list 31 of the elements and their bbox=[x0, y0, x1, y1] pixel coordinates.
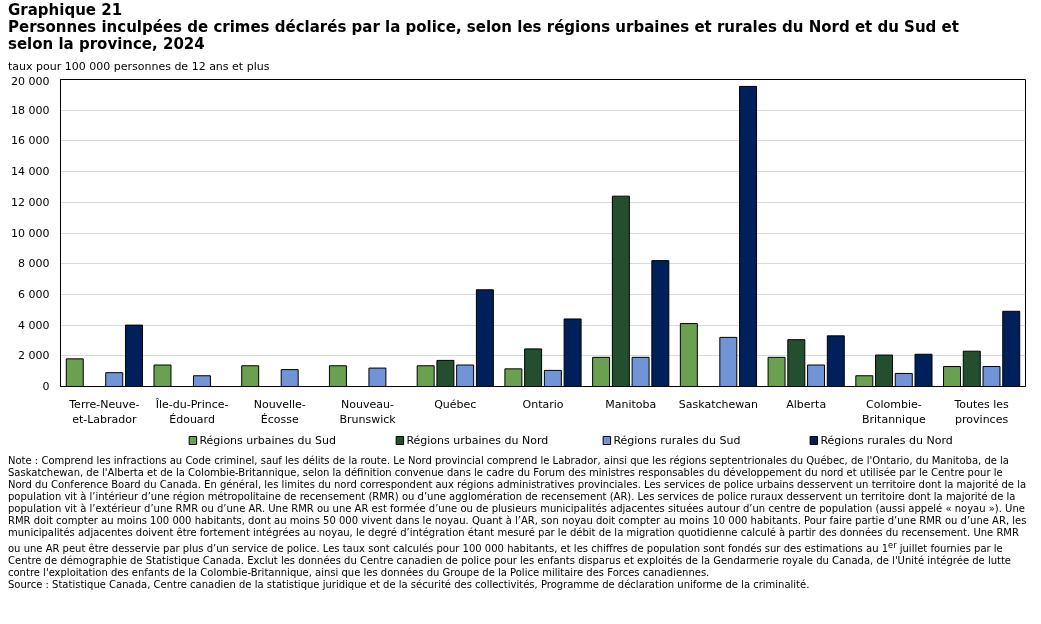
x-tick-label: Nouvelle-Écosse bbox=[253, 397, 306, 427]
y-tick-label: 18 000 bbox=[11, 103, 50, 117]
legend-label: Régions rurales du Sud bbox=[613, 434, 741, 447]
y-tick-label: 8 000 bbox=[18, 257, 50, 271]
chart-title: Graphique 21 bbox=[8, 1, 124, 19]
chart-subtitle: Personnes inculpées de crimes déclarés par la police, selon les régions urbaines et rurales du Nord et du Sud et selon la province, 2024 bbox=[8, 18, 960, 53]
y-tick-label: 20 000 bbox=[11, 74, 50, 88]
y-tick-label: 0 bbox=[42, 380, 50, 393]
text: Note : Comprend les infractions au Code criminel, sauf les délits de la route. Le Nord provincial comprend le Labrador, ainsi que les régions septentrionales du Québec, de l'Ontario, du Manitoba, de la Saskatchewan, de l'Alberta et de la Colombie-Britannique, selon la définition convenue dans le cadre du Forum des ministres responsables du développement du nord et utilisée par le Centre pour le Nord du Conference Board du Canada. En général, les limites du nord correspondent aux régions administratives provinciales. Les services de police urbains desservent un territoire dont la majorité de la population vit à l’intérieur d’une région métropolitaine de recensement (RMR) ou d’une agglomération de recensement (AR). Les services de police ruraux desservent un territoire dont la majorité de la population vit à l’extérieur d’une RMR ou d’une AR. Une RMR ou une AR est formée d’une ou de plusieurs municipalités adjacentes situées autour d’un centre de population (aussi appelé « noyau »). Une RMR doit compter au moins 100 000 habitants, dont au moins 50 000 vivent dans le noyau. Quant à l’AR, son noyau doit compter au moins 10 000 habitants. Pour faire partie d’une RMR ou d’une AR, les municipalités adjacentes doivent être fortement intégrées au noyau, le degré d’intégration étant mesuré par le débit de la migration quotidienne calculé à partir des données du recensement. Une RMR ou une AR peut être desservie par plus d’un service de police. Les taux sont calculés pour 100 000 habitants, et les chiffres de population sont fondés sur des estimations au 1$^{er}$ juillet fournies par le Centre de démographie de Statistique Canada. Exclut les données du Centre canadien de police pour les enfants disparus et exploités de la Gendarmerie royale du Canada, de l'Unité intégrée de lutte contre l'exploitation des enfants de la Colombie-Britannique, ainsi que les données du Groupe de la Police militaire des Forces canadiennes. bbox=[8, 455, 1027, 579]
y-tick-label: 4 000 bbox=[18, 318, 50, 332]
y-axis-title: taux pour 100 000 personnes de 12 ans et plus bbox=[8, 59, 270, 75]
x-tick-label: Québec bbox=[434, 397, 477, 411]
x-tick-label: Saskatchewan bbox=[678, 397, 759, 411]
legend-label: Régions rurales du Nord bbox=[820, 434, 953, 447]
x-tick-label: Terre-Neuve-et-Labrador bbox=[68, 397, 140, 427]
y-tick-label: 16 000 bbox=[11, 134, 50, 148]
y-tick-label: 10 000 bbox=[11, 226, 50, 240]
x-tick-label: Manitoba bbox=[605, 397, 657, 411]
x-tick-label: Nouveau-Brunswick bbox=[339, 397, 397, 427]
legend-label: Régions urbaines du Sud bbox=[199, 434, 336, 447]
x-tick-label: Ontario bbox=[522, 397, 564, 411]
x-tick-label: Alberta bbox=[786, 397, 827, 411]
x-tick-label: Colombie-Britannique bbox=[861, 397, 927, 427]
legend-label: Régions urbaines du Nord bbox=[406, 434, 549, 447]
y-tick-label: 14 000 bbox=[11, 165, 50, 179]
source-note: Source : Statistique Canada, Centre canadien de la statistique juridique et de la sécurité des collectivités, Programme de déclaration uniforme de la criminalité. bbox=[8, 579, 811, 592]
x-tick-label: Toutes les provinces bbox=[953, 397, 1010, 427]
y-tick-label: 2 000 bbox=[18, 349, 50, 363]
x-tick-label: Île-du-Prince-Édouard bbox=[154, 397, 229, 427]
y-tick-label: 6 000 bbox=[18, 287, 50, 301]
y-tick-label: 12 000 bbox=[11, 195, 50, 209]
